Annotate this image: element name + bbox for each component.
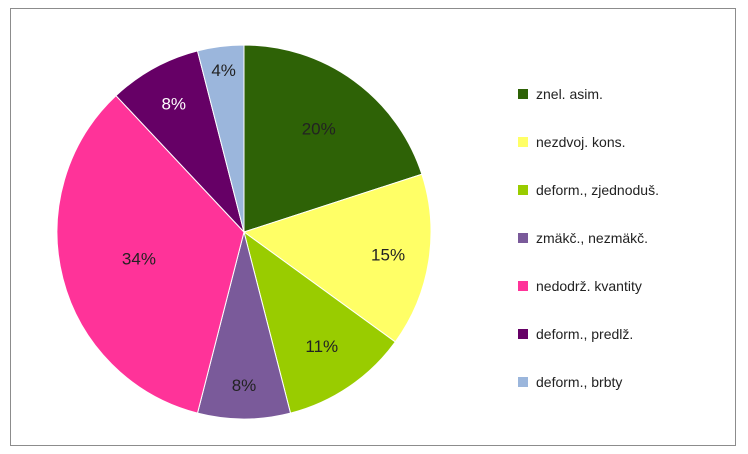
legend-label: nezdvoj. kons. xyxy=(536,134,626,150)
legend-swatch xyxy=(518,137,528,147)
data-label-7: 4% xyxy=(211,61,236,80)
legend-item-4: zmäkč., nezmäkč. xyxy=(518,228,648,248)
legend-label: deform., predlž. xyxy=(536,326,634,342)
legend-item-5: nedodrž. kvantity xyxy=(518,276,642,296)
legend-label: deform., zjednoduš. xyxy=(536,182,659,198)
pie-slice-4 xyxy=(196,231,292,420)
legend-label: nedodrž. kvantity xyxy=(536,278,642,294)
data-label-2: 15% xyxy=(371,245,405,264)
legend-swatch xyxy=(518,185,528,195)
legend-item-1: znel. asim. xyxy=(518,84,603,104)
legend-item-7: deform., brbty xyxy=(518,372,622,392)
legend-swatch xyxy=(518,329,528,339)
data-label-6: 8% xyxy=(161,95,186,114)
legend-swatch xyxy=(518,233,528,243)
legend-label: zmäkč., nezmäkč. xyxy=(536,230,649,246)
legend-item-6: deform., predlž. xyxy=(518,324,633,344)
legend-swatch xyxy=(518,281,528,291)
legend-item-3: deform., zjednoduš. xyxy=(518,180,659,200)
pie-slice-7 xyxy=(196,44,245,233)
legend-swatch xyxy=(518,377,528,387)
legend-label: deform., brbty xyxy=(536,374,623,390)
data-label-4: 8% xyxy=(232,376,257,395)
data-label-1: 20% xyxy=(302,120,336,139)
pie-slice-2 xyxy=(242,173,432,343)
legend-swatch xyxy=(518,89,528,99)
pie-slice-6 xyxy=(115,50,245,233)
data-label-5: 34% xyxy=(122,249,156,268)
pie-slice-3 xyxy=(243,230,396,414)
data-label-3: 11% xyxy=(305,337,338,356)
legend-item-2: nezdvoj. kons. xyxy=(518,132,626,152)
pie-slice-5 xyxy=(56,94,245,414)
legend-label: znel. asim. xyxy=(536,86,603,102)
pie-slice-1 xyxy=(243,44,423,233)
